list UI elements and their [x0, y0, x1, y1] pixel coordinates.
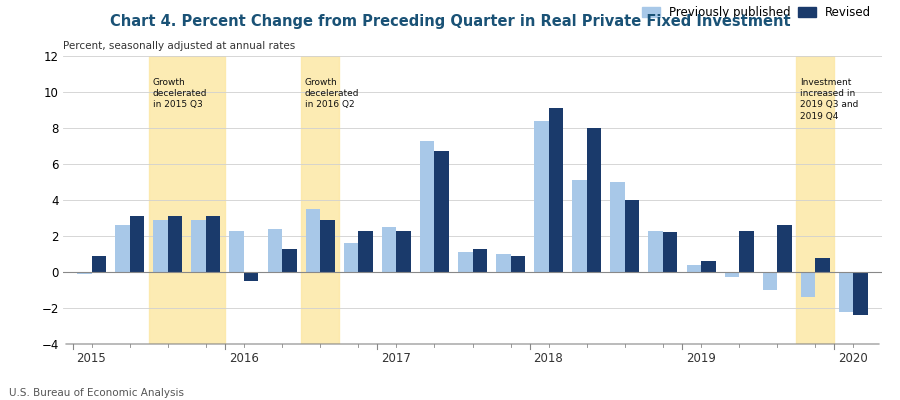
- Bar: [167, 216, 182, 272]
- Bar: [77, 272, 92, 274]
- Bar: [839, 272, 853, 312]
- Bar: [663, 232, 678, 272]
- Text: U.S. Bureau of Economic Analysis: U.S. Bureau of Economic Analysis: [9, 388, 184, 398]
- Bar: [420, 141, 435, 272]
- Bar: [458, 252, 473, 272]
- Bar: [306, 209, 320, 272]
- Bar: [610, 182, 625, 272]
- Text: Growth
decelerated
in 2015 Q3: Growth decelerated in 2015 Q3: [152, 78, 207, 110]
- Bar: [282, 248, 296, 272]
- Text: Percent, seasonally adjusted at annual rates: Percent, seasonally adjusted at annual r…: [63, 41, 295, 51]
- Bar: [192, 220, 206, 272]
- Bar: [853, 272, 868, 315]
- Bar: [535, 121, 549, 272]
- Legend: Previously published, Revised: Previously published, Revised: [637, 2, 876, 24]
- Bar: [778, 225, 792, 272]
- Bar: [320, 220, 335, 272]
- Bar: [206, 216, 220, 272]
- Bar: [649, 230, 663, 272]
- Text: 2019: 2019: [686, 352, 716, 365]
- Text: Growth
decelerated
in 2016 Q2: Growth decelerated in 2016 Q2: [305, 78, 359, 110]
- Bar: [701, 261, 716, 272]
- Bar: [510, 256, 525, 272]
- Bar: [549, 108, 563, 272]
- Bar: [496, 254, 510, 272]
- Bar: [230, 230, 244, 272]
- Text: 2016: 2016: [229, 352, 258, 365]
- Text: Investment
increased in
2019 Q3 and
2019 Q4: Investment increased in 2019 Q3 and 2019…: [800, 78, 859, 121]
- Bar: [148, 56, 225, 344]
- Bar: [796, 56, 834, 344]
- Bar: [739, 230, 753, 272]
- Bar: [115, 225, 130, 272]
- Text: 2018: 2018: [534, 352, 563, 365]
- Bar: [435, 151, 449, 272]
- Bar: [396, 230, 410, 272]
- Bar: [572, 180, 587, 272]
- Bar: [472, 248, 487, 272]
- Bar: [801, 272, 815, 297]
- Text: Chart 4. Percent Change from Preceding Quarter in Real Private Fixed Investment: Chart 4. Percent Change from Preceding Q…: [110, 14, 790, 29]
- Bar: [763, 272, 778, 290]
- Bar: [815, 258, 830, 272]
- Bar: [130, 216, 144, 272]
- Bar: [244, 272, 258, 281]
- Bar: [92, 256, 106, 272]
- Text: 2020: 2020: [838, 352, 868, 365]
- Bar: [267, 229, 282, 272]
- Bar: [724, 272, 739, 278]
- Text: 2017: 2017: [381, 352, 411, 365]
- Bar: [382, 227, 396, 272]
- Bar: [625, 200, 639, 272]
- Text: 2015: 2015: [76, 352, 106, 365]
- Bar: [302, 56, 339, 344]
- Bar: [358, 230, 373, 272]
- Bar: [687, 265, 701, 272]
- Bar: [587, 128, 601, 272]
- Bar: [344, 243, 358, 272]
- Bar: [153, 220, 167, 272]
